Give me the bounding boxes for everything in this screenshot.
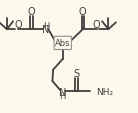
Text: O: O — [14, 19, 22, 29]
Text: H: H — [43, 22, 50, 30]
Text: O: O — [28, 7, 36, 17]
Text: N: N — [59, 87, 67, 97]
Text: O: O — [93, 19, 101, 29]
FancyBboxPatch shape — [54, 37, 71, 50]
Text: Abs: Abs — [55, 39, 71, 48]
Text: S: S — [74, 68, 80, 78]
Text: H: H — [60, 91, 66, 100]
Text: O: O — [79, 7, 87, 17]
Text: N: N — [42, 25, 49, 35]
Text: NH₂: NH₂ — [96, 87, 113, 96]
